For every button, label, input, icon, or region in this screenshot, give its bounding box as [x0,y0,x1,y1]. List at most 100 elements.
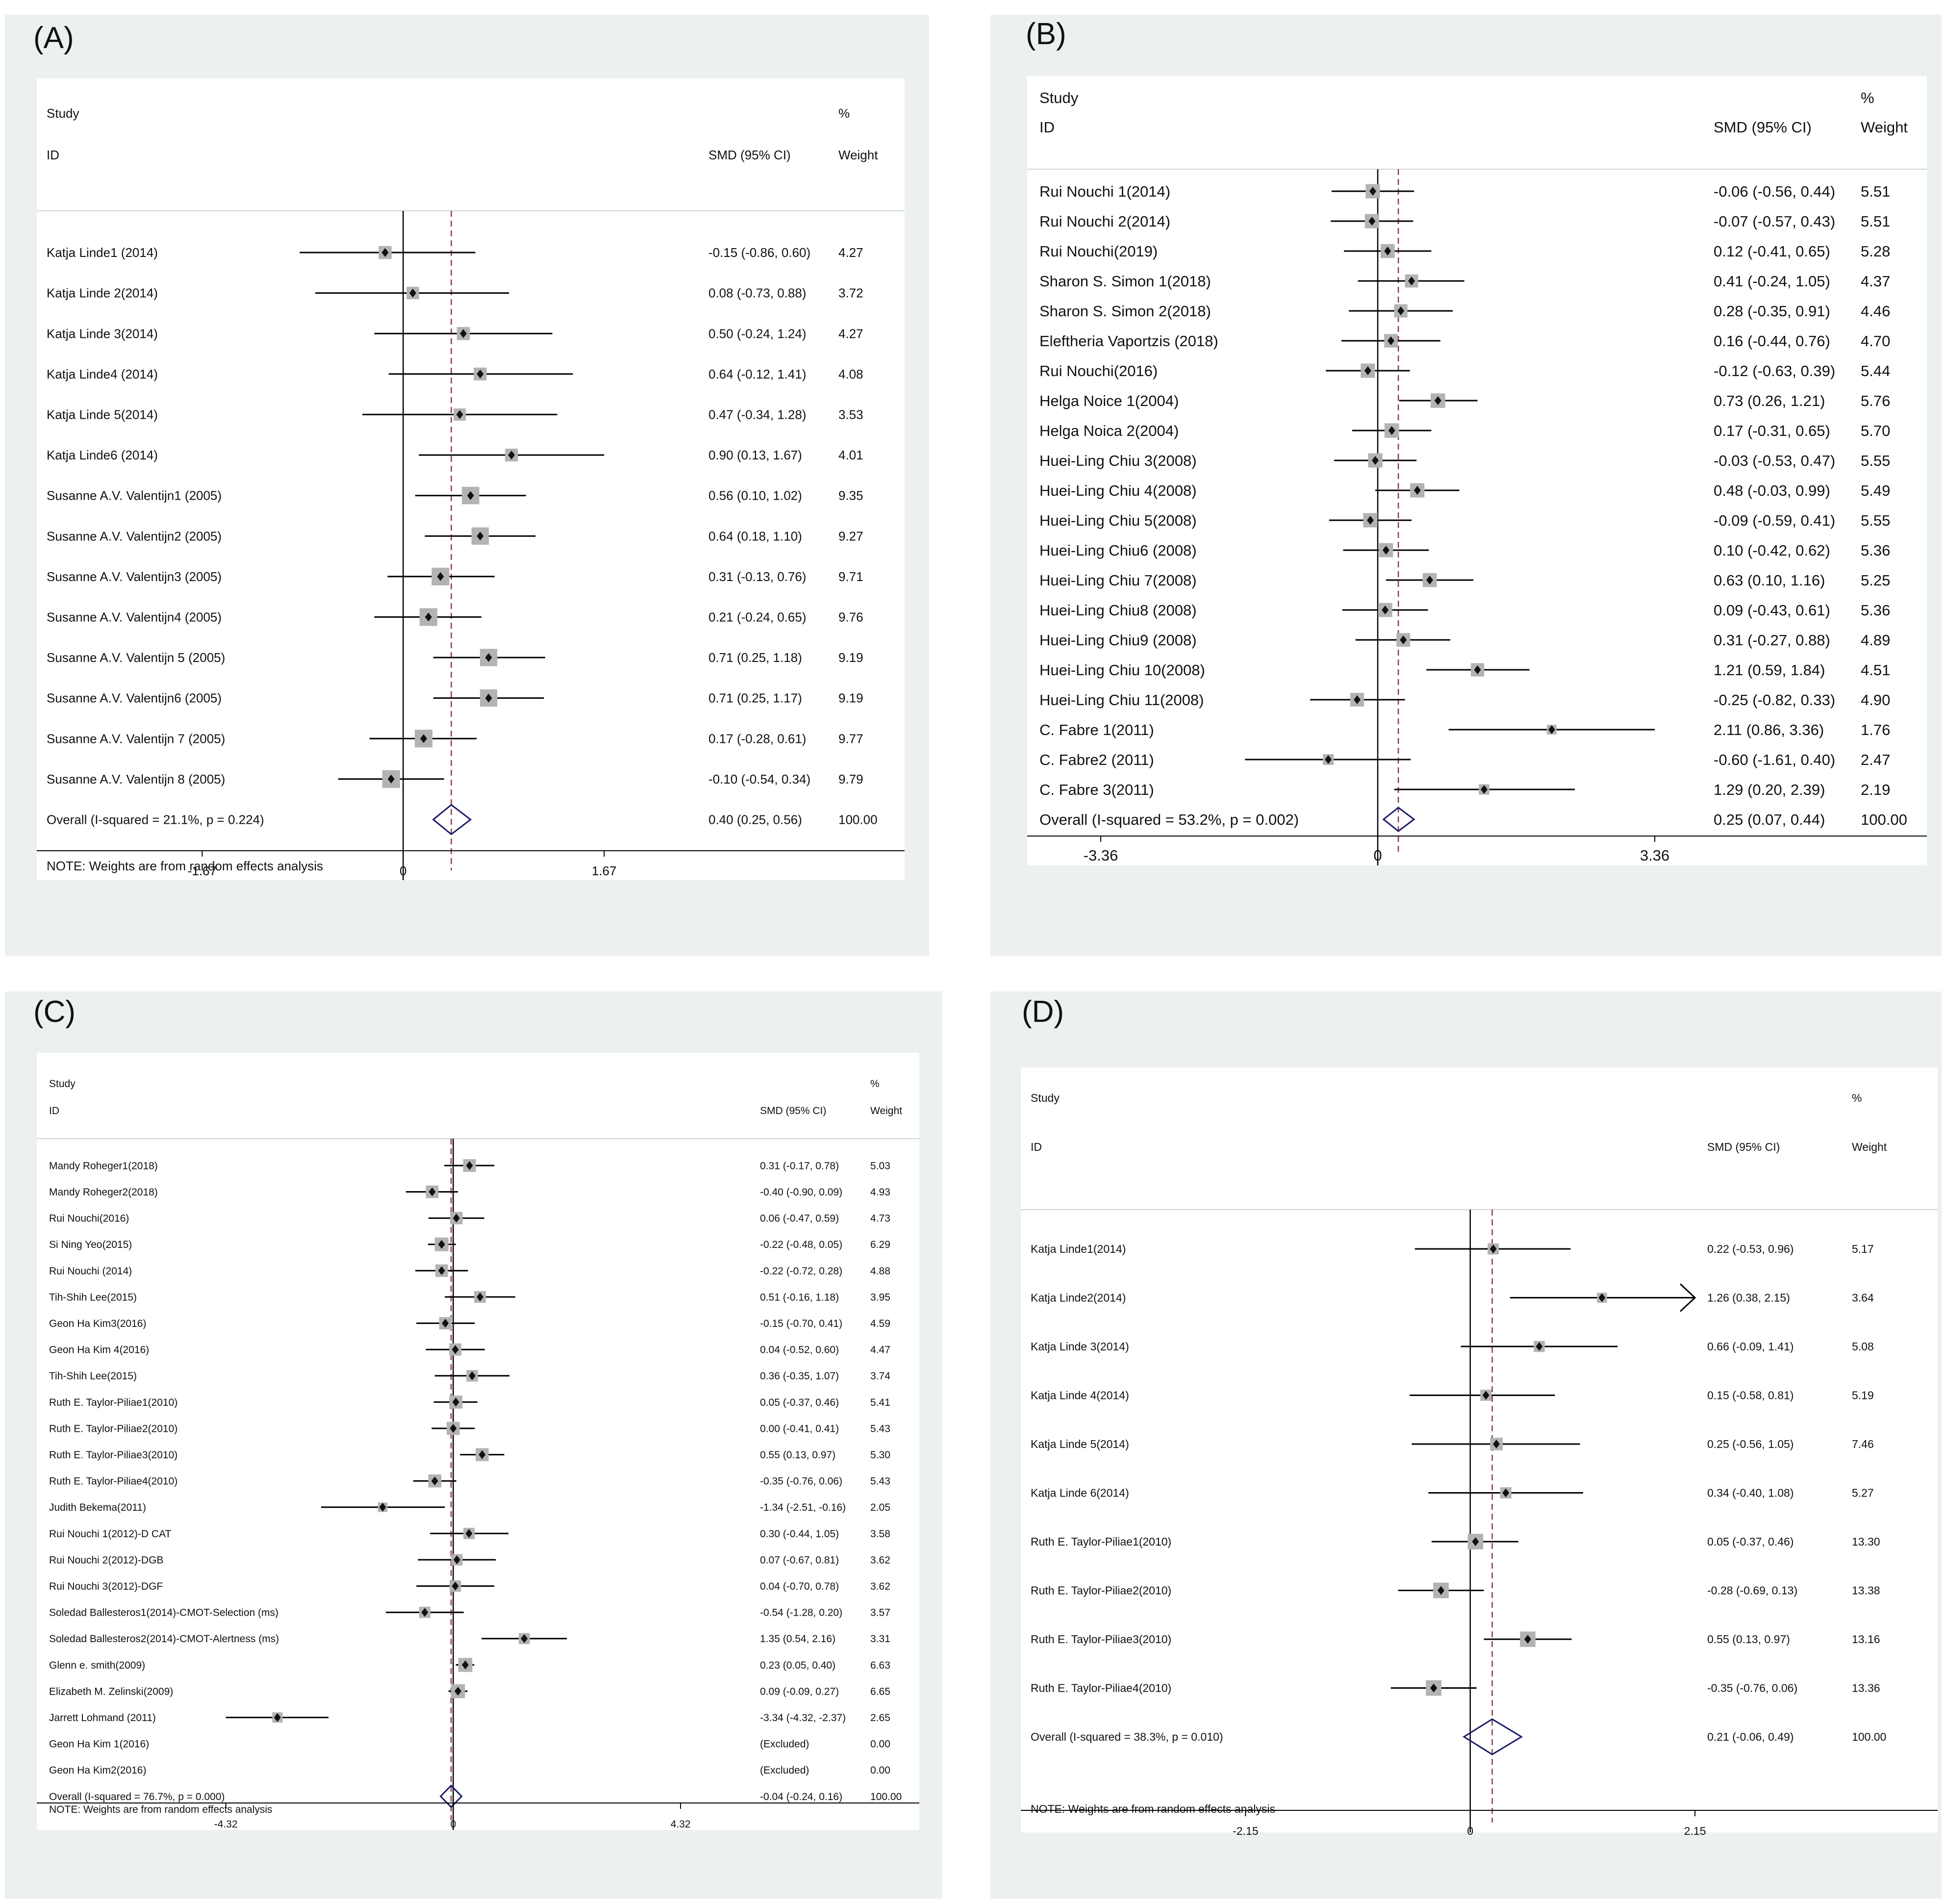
weight-text: 5.49 [1861,482,1890,499]
weight-text: 3.62 [870,1554,890,1566]
weight-text: 6.63 [870,1660,890,1671]
effect-ci-text: -0.10 (-0.54, 0.34) [708,772,810,787]
effect-ci-text: -0.60 (-1.61, 0.40) [1714,751,1835,768]
header-effect: SMD (95% CI) [1707,1141,1780,1153]
weight-text: 3.72 [838,286,863,301]
effect-ci-text: -0.12 (-0.63, 0.39) [1714,362,1835,380]
effect-ci-text: 0.16 (-0.44, 0.76) [1714,332,1830,350]
point-estimate [1382,546,1390,555]
study-label: Overall (I-squared = 53.2%, p = 0.002) [1039,811,1299,828]
study-label: Ruth E. Taylor-Piliae3(2010) [1031,1633,1171,1646]
point-estimate [485,653,492,662]
study-label: Ruth E. Taylor-Piliae4(2010) [1031,1682,1171,1695]
header-id: ID [47,148,59,162]
weight-text: 4.88 [870,1266,890,1277]
point-estimate [1524,1635,1531,1644]
effect-ci-text: -0.35 (-0.76, 0.06) [760,1476,842,1487]
weight-text: 4.51 [1861,661,1890,679]
header-effect: SMD (95% CI) [1714,119,1812,136]
study-label: Huei-Ling Chiu 10(2008) [1039,661,1205,679]
study-label: C. Fabre2 (2011) [1039,751,1154,768]
weight-text: 4.46 [1861,303,1890,320]
point-estimate [452,1397,459,1407]
point-estimate [1371,456,1379,465]
panel-d: (D) Study ID SMD (95% CI)% Weight Katja Lind… [990,991,1942,1899]
weight-text: 5.76 [1861,392,1890,409]
effect-ci-text: 0.05 (-0.37, 0.46) [760,1397,839,1408]
point-estimate [438,1266,445,1275]
study-label: Rui Nouchi 1(2014) [1039,183,1170,200]
effect-ci-text: 0.08 (-0.73, 0.88) [708,286,806,301]
weight-text: 100.00 [1852,1730,1886,1743]
study-label: Tih-Shih Lee(2015) [49,1371,137,1382]
effect-ci-text: 0.55 (0.13, 0.97) [760,1449,835,1461]
weight-text: 1.76 [1861,721,1890,738]
point-estimate [1353,695,1361,704]
weight-text: 0.00 [870,1765,890,1776]
effect-ci-text: 0.51 (-0.16, 1.18) [760,1292,839,1303]
study-label: Soledad Ballesteros2(2014)-CMOT-Alertnes… [49,1633,279,1645]
point-estimate [1548,725,1555,734]
point-estimate [479,1450,486,1459]
header-weight-percent: % [1852,1092,1862,1104]
weight-text: 5.27 [1852,1487,1874,1499]
point-estimate [477,369,484,379]
effect-ci-text: 0.90 (0.13, 1.67) [708,448,802,462]
effect-ci-text: (Excluded) [760,1739,809,1750]
panel-label-d: (D) [1022,995,1064,1029]
effect-ci-text: 0.64 (-0.12, 1.41) [708,367,806,381]
study-label: Ruth E. Taylor-Piliae1(2010) [49,1397,177,1408]
weight-text: 13.16 [1852,1633,1880,1646]
study-label: Katja Linde 2(2014) [47,286,158,301]
point-estimate [452,1581,459,1591]
weight-text: 5.55 [1861,452,1890,469]
effect-ci-text: 0.04 (-0.70, 0.78) [760,1581,839,1592]
study-label: Rui Nouchi (2014) [49,1266,132,1277]
study-label: Rui Nouchi 3(2012)-DGF [49,1581,163,1592]
effect-ci-text: -0.15 (-0.70, 0.41) [760,1318,842,1329]
point-estimate [420,734,427,743]
effect-ci-text: 0.06 (-0.47, 0.59) [760,1213,839,1224]
study-label: Si Ning Yeo(2015) [49,1239,132,1250]
weight-text: 2.05 [870,1502,890,1513]
study-label: C. Fabre 1(2011) [1039,721,1154,738]
study-label: Katja Linde2(2014) [1031,1292,1126,1304]
point-estimate [450,1424,457,1433]
x-tick-label: -1.67 [188,863,217,878]
point-estimate [387,774,395,784]
point-estimate [1492,1440,1500,1448]
header-weight-percent: % [838,106,850,121]
x-tick-label: 4.32 [671,1819,691,1830]
weight-text: 4.70 [1861,332,1890,350]
study-label: Eleftheria Vaportzis (2018) [1039,332,1218,350]
study-label: Rui Nouchi 1(2012)-D CAT [49,1528,172,1540]
effect-ci-text: 0.73 (0.26, 1.21) [1714,392,1825,409]
weight-text: 5.28 [1861,243,1890,260]
point-estimate [1408,277,1415,285]
point-estimate [462,1660,469,1670]
forest-plot-c: Study ID SMD (95% CI)% Weight Mandy Roheger1… [37,1053,919,1830]
weight-text: 2.65 [870,1712,890,1724]
point-estimate [437,572,444,581]
study-label: Mandy Roheger1(2018) [49,1160,158,1171]
weight-text: 5.41 [870,1397,890,1408]
weight-text: 3.31 [870,1633,890,1645]
x-tick-label: 2.15 [1684,1825,1706,1837]
point-estimate [421,1608,429,1617]
point-estimate [1434,396,1441,405]
overall-diamond [439,1784,463,1808]
study-label: C. Fabre 3(2011) [1039,781,1154,798]
effect-ci-text: -3.34 (-4.32, -2.37) [760,1712,846,1724]
point-estimate [1387,336,1394,345]
point-estimate [1437,1586,1444,1595]
panel-label-a: (A) [33,21,74,55]
effect-ci-text: 0.63 (0.10, 1.16) [1714,572,1825,589]
header-weight: Weight [1861,119,1908,136]
study-label: Geon Ha Kim3(2016) [49,1318,146,1329]
weight-text: 3.53 [838,407,863,422]
effect-ci-text: -0.03 (-0.53, 0.47) [1714,452,1835,469]
effect-ci-text: 2.11 (0.86, 3.36) [1714,721,1824,738]
effect-ci-text: 0.66 (-0.09, 1.41) [1707,1340,1794,1353]
header-weight-percent: % [870,1078,880,1090]
study-label: Rui Nouchi 2(2014) [1039,213,1170,230]
